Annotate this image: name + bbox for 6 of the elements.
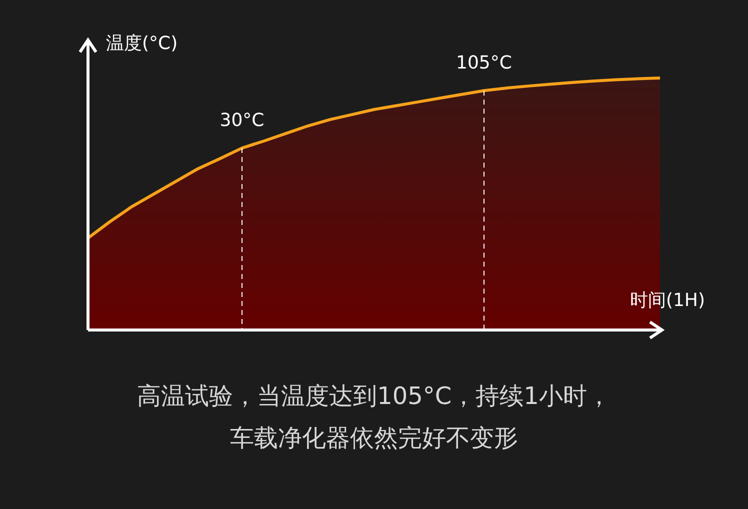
annotation: 30°C bbox=[220, 110, 264, 132]
annotation: 105°C bbox=[456, 52, 512, 74]
text: 高温试验，当温度达到105°C，持续1小时， bbox=[137, 382, 611, 410]
x-axis-title: 时间(1H) bbox=[630, 290, 705, 311]
text: 车载净化器依然完好不变形 bbox=[230, 424, 518, 452]
y-axis-title: 温度(°C) bbox=[106, 33, 178, 54]
